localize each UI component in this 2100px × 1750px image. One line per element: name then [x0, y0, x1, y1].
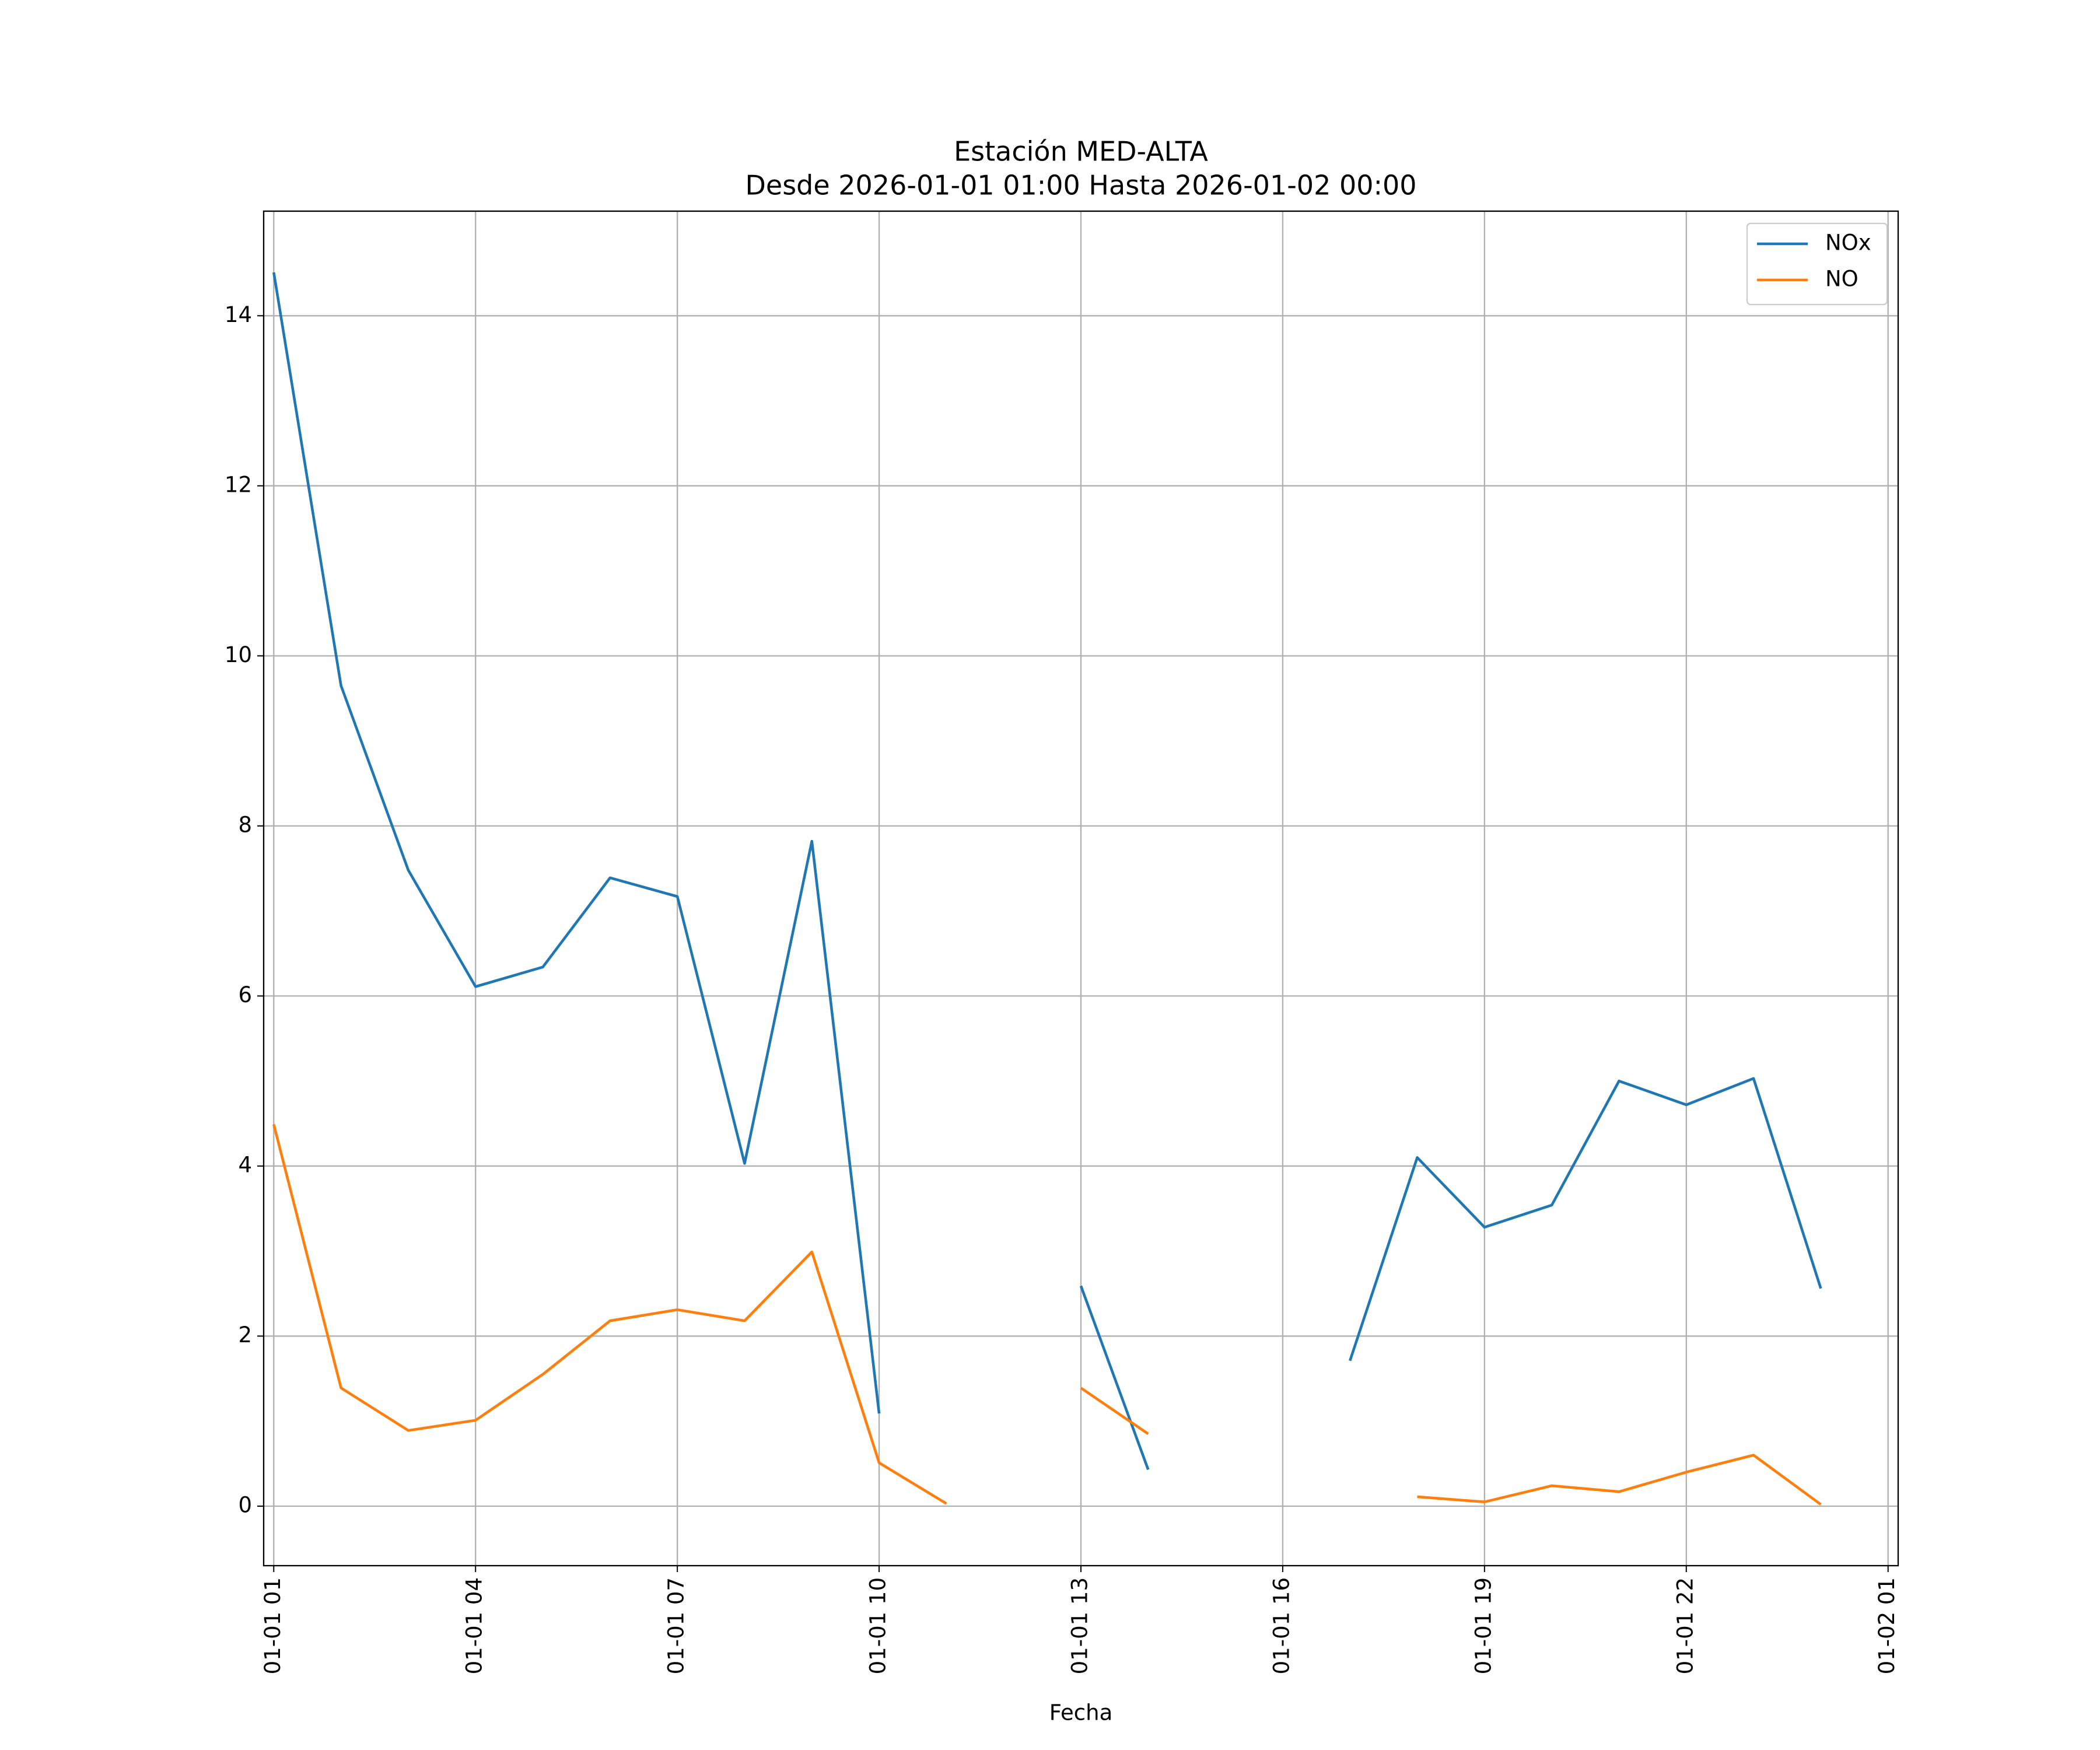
y-tick-label: 10: [225, 642, 252, 667]
chart-title: Estación MED-ALTA: [954, 136, 1208, 167]
x-tick-label: 01-01 13: [1068, 1577, 1093, 1674]
series-line: [272, 272, 1822, 1471]
series-line: [272, 1124, 1822, 1506]
y-tick-label: 8: [238, 812, 252, 837]
x-tick-label: 01-01 16: [1269, 1577, 1294, 1674]
x-tick-label: 01-01 04: [462, 1577, 487, 1674]
y-tick-label: 6: [238, 982, 252, 1007]
legend-label: NO: [1825, 267, 1859, 292]
x-tick-label: 01-01 22: [1672, 1577, 1698, 1674]
y-tick-label: 4: [238, 1152, 252, 1177]
y-tick-label: 14: [225, 302, 252, 327]
x-axis-label: Fecha: [1049, 1700, 1113, 1726]
y-tick-label: 2: [238, 1322, 252, 1348]
y-tick-label: 0: [238, 1492, 252, 1517]
plot-frame: [262, 210, 1899, 1567]
x-tick-label: 01-01 19: [1471, 1577, 1496, 1674]
x-tick-label: 01-01 01: [260, 1577, 285, 1674]
x-tick-label: 01-01 10: [866, 1577, 891, 1674]
chart-subtitle: Desde 2026-01-01 01:00 Hasta 2026-01-02 …: [745, 170, 1416, 201]
legend-label: NOx: [1825, 230, 1871, 256]
x-tick-label: 01-01 07: [664, 1577, 689, 1674]
y-tick-label: 12: [225, 472, 252, 497]
x-tick-label: 01-02 01: [1874, 1577, 1899, 1674]
